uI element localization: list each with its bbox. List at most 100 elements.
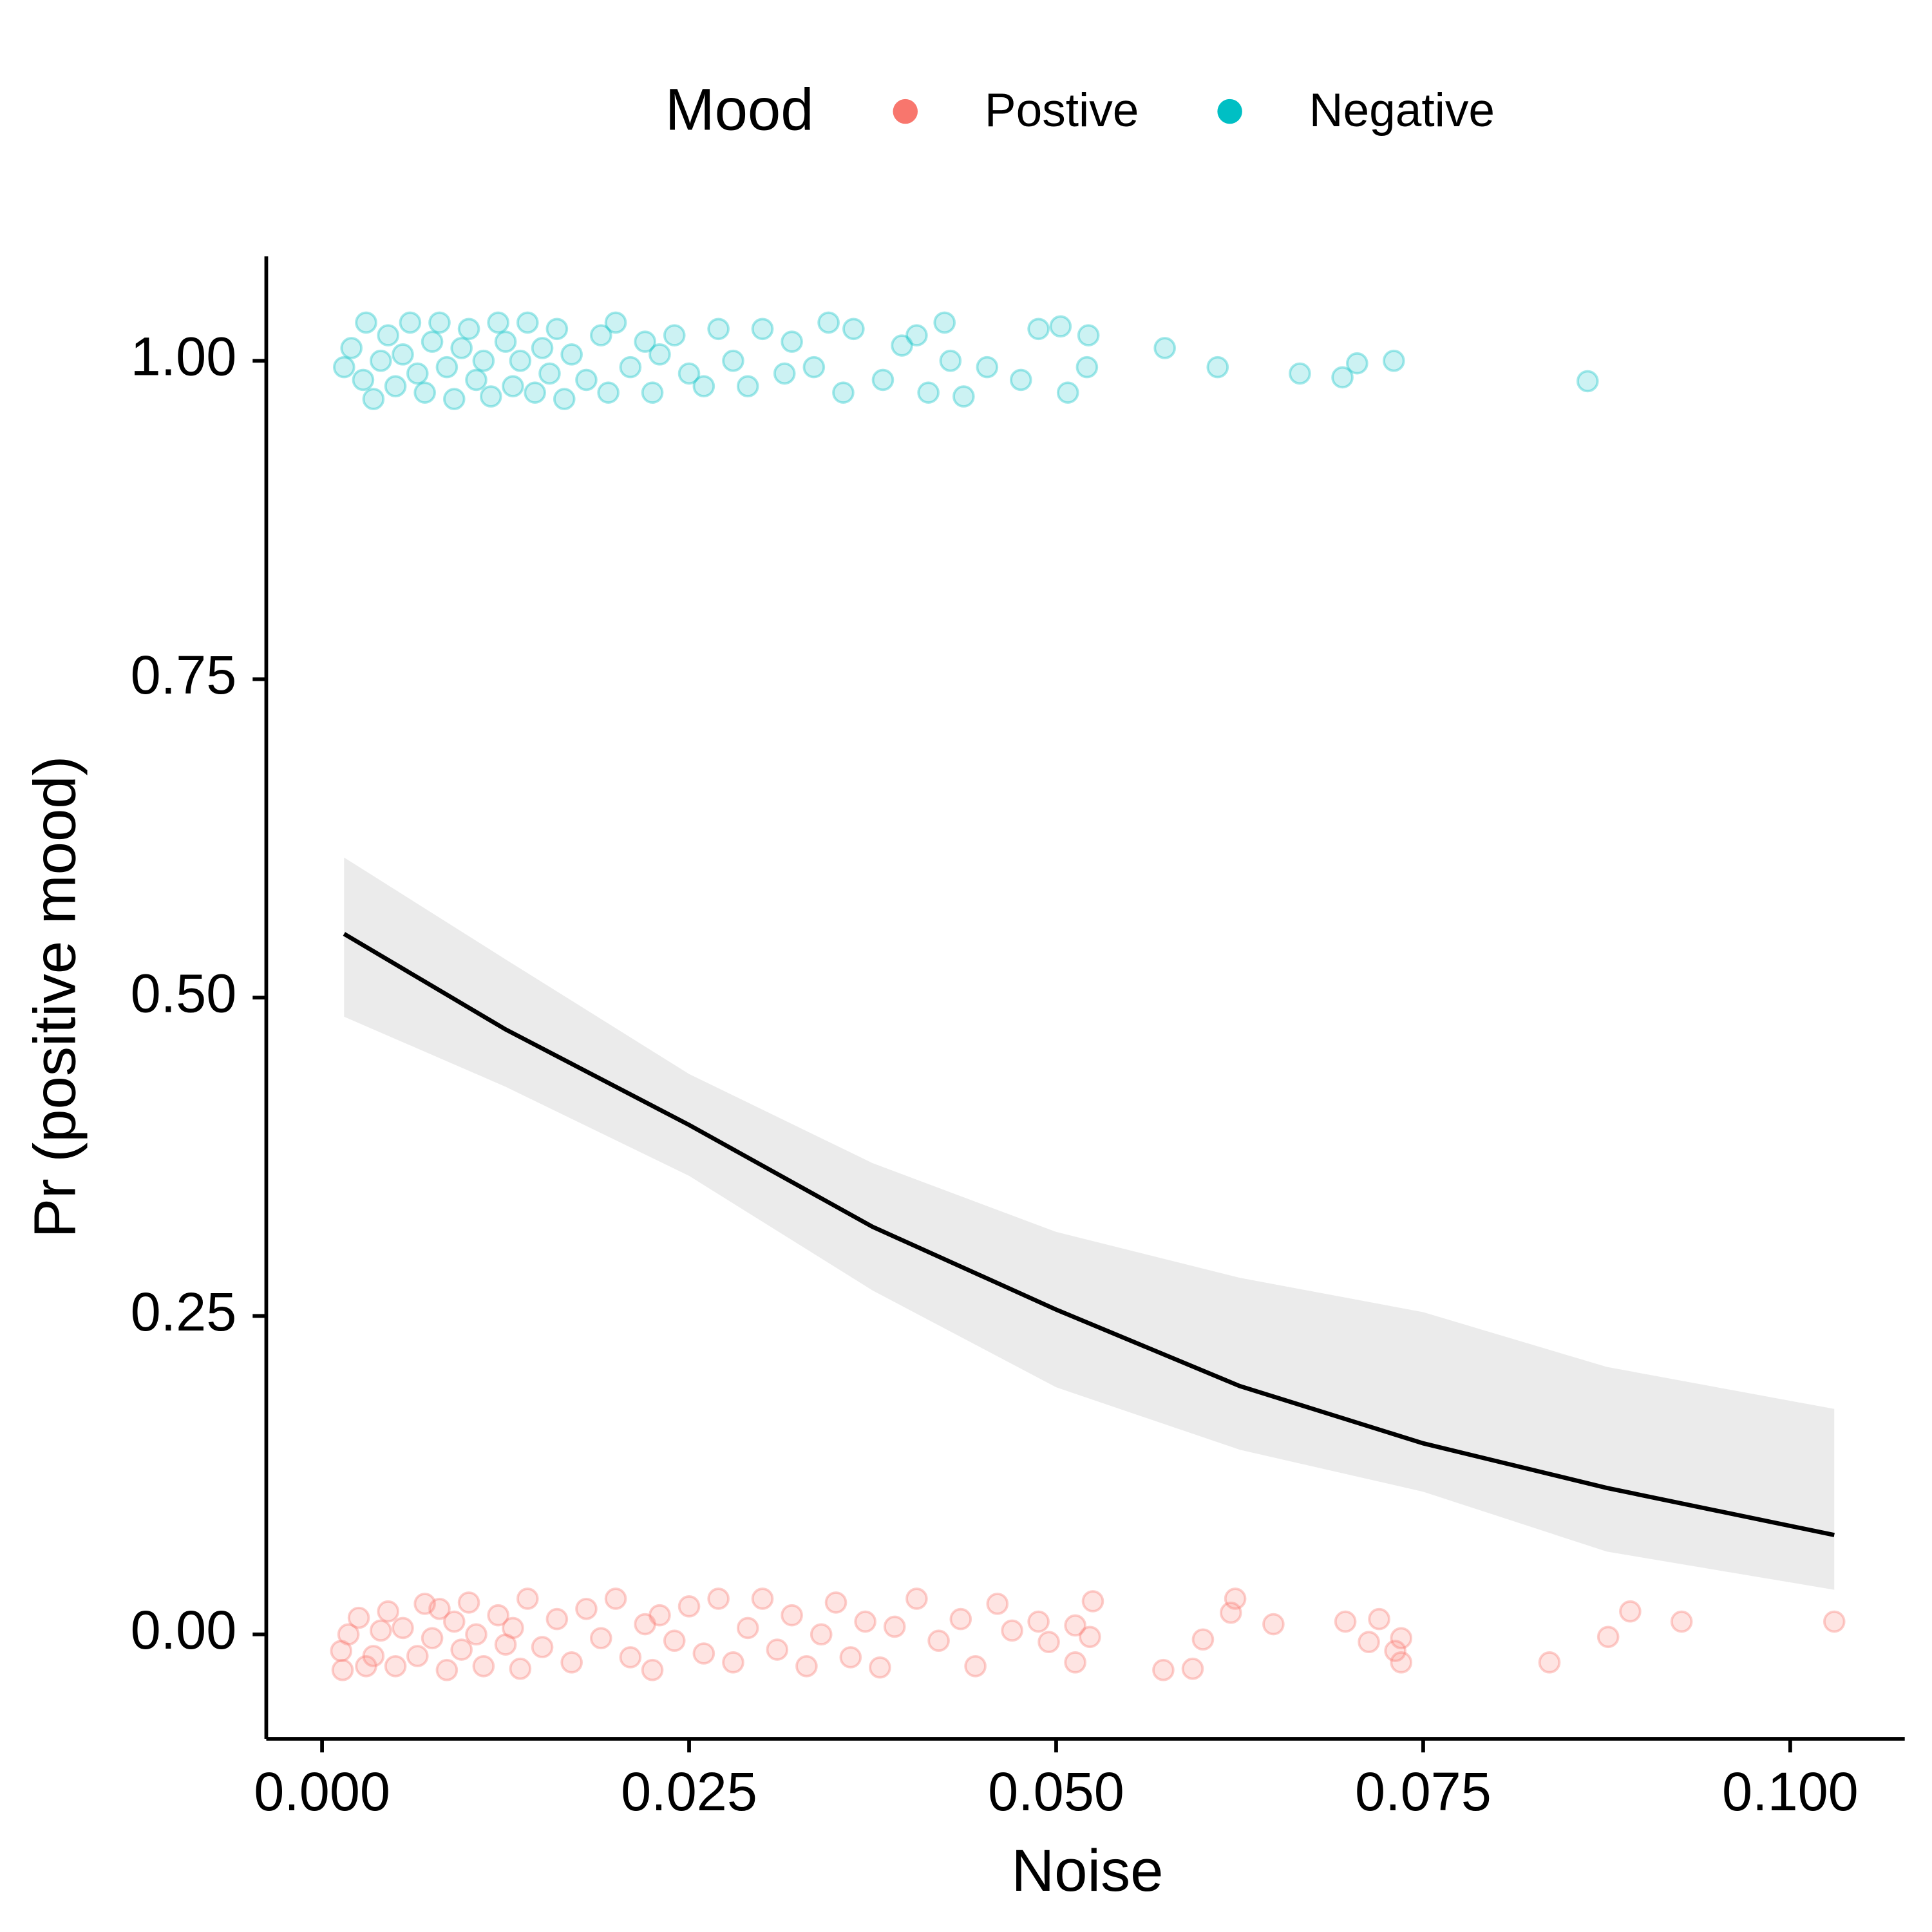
data-point bbox=[377, 324, 399, 346]
data-point bbox=[751, 1587, 774, 1610]
data-point bbox=[986, 1593, 1009, 1615]
data-point bbox=[332, 355, 355, 379]
data-point bbox=[707, 317, 730, 341]
data-point bbox=[1384, 1640, 1406, 1662]
data-point bbox=[1823, 1610, 1846, 1633]
data-point bbox=[1390, 1627, 1413, 1650]
data-point bbox=[1334, 1610, 1357, 1633]
data-point bbox=[1191, 1628, 1215, 1651]
data-point bbox=[1049, 315, 1072, 338]
data-point bbox=[677, 362, 701, 385]
data-point bbox=[641, 381, 664, 404]
data-point bbox=[487, 1604, 509, 1627]
y-tick-label: 0.50 bbox=[131, 962, 237, 1023]
y-tick-label: 1.00 bbox=[131, 326, 237, 387]
data-point bbox=[1219, 1601, 1242, 1624]
data-point bbox=[597, 381, 620, 404]
data-point bbox=[736, 375, 759, 398]
x-tick-label: 0.100 bbox=[1722, 1761, 1859, 1822]
data-point bbox=[384, 1654, 407, 1678]
x-axis-title: Noise bbox=[1011, 1837, 1163, 1904]
fit-line bbox=[343, 932, 1835, 1537]
legend-label: Negative bbox=[1309, 84, 1495, 137]
data-point bbox=[1596, 1625, 1620, 1649]
data-point bbox=[479, 385, 502, 408]
data-point bbox=[1056, 381, 1079, 404]
x-tick-label: 0.025 bbox=[621, 1761, 757, 1822]
data-point bbox=[1289, 362, 1311, 385]
data-point bbox=[871, 368, 895, 392]
data-point bbox=[1027, 1610, 1050, 1633]
data-point bbox=[362, 388, 385, 410]
data-point bbox=[355, 311, 377, 334]
data-point bbox=[494, 1633, 517, 1656]
data-point bbox=[1358, 1631, 1380, 1654]
data-point bbox=[1670, 1610, 1693, 1633]
data-point bbox=[634, 1613, 656, 1636]
data-point bbox=[1037, 1631, 1060, 1654]
data-point bbox=[976, 355, 999, 379]
data-point bbox=[736, 1616, 759, 1640]
data-point bbox=[781, 1604, 803, 1627]
data-point bbox=[649, 1604, 671, 1627]
data-point bbox=[413, 1593, 436, 1615]
confidence-band bbox=[344, 857, 1835, 1590]
data-point bbox=[810, 1623, 833, 1646]
data-point bbox=[952, 385, 975, 408]
data-point bbox=[442, 388, 466, 410]
data-point bbox=[842, 317, 865, 341]
data-point bbox=[1383, 349, 1405, 372]
data-point bbox=[933, 311, 956, 334]
data-point bbox=[421, 1627, 444, 1650]
data-point bbox=[634, 330, 656, 353]
data-point bbox=[352, 368, 375, 392]
data-point bbox=[1009, 368, 1032, 392]
data-point bbox=[1077, 324, 1100, 346]
data-point bbox=[538, 362, 561, 385]
data-point bbox=[450, 1638, 473, 1661]
y-tick-label: 0.00 bbox=[131, 1599, 237, 1660]
data-point bbox=[589, 324, 612, 346]
data-point bbox=[1576, 370, 1599, 393]
data-point bbox=[649, 343, 671, 366]
data-point bbox=[575, 368, 598, 392]
data-point bbox=[347, 1606, 370, 1629]
data-point bbox=[406, 362, 429, 385]
data-point bbox=[524, 381, 546, 404]
data-point bbox=[362, 1645, 385, 1667]
data-point bbox=[619, 355, 642, 379]
data-point bbox=[1064, 1651, 1086, 1674]
data-point bbox=[560, 343, 583, 366]
data-point bbox=[435, 1658, 459, 1681]
data-point bbox=[927, 1629, 950, 1653]
data-point bbox=[340, 337, 363, 359]
data-point bbox=[1390, 1651, 1413, 1674]
data-point bbox=[1619, 1600, 1642, 1623]
data-point bbox=[824, 1591, 848, 1614]
data-point bbox=[487, 311, 509, 334]
data-point bbox=[832, 381, 855, 404]
data-point bbox=[1079, 1625, 1101, 1649]
data-point bbox=[677, 1595, 701, 1618]
data-point bbox=[917, 381, 940, 404]
data-point bbox=[560, 1651, 583, 1674]
data-point bbox=[1001, 1619, 1023, 1642]
data-point bbox=[384, 375, 407, 398]
data-point bbox=[905, 1587, 928, 1610]
data-point bbox=[1081, 1590, 1104, 1613]
data-point bbox=[854, 1610, 876, 1633]
data-point bbox=[502, 375, 524, 398]
data-point bbox=[1152, 1658, 1175, 1681]
data-point bbox=[817, 311, 840, 334]
data-point bbox=[589, 1627, 612, 1650]
x-tick-label: 0.000 bbox=[254, 1761, 390, 1822]
data-point bbox=[450, 337, 473, 359]
data-point bbox=[1027, 317, 1050, 341]
data-point bbox=[641, 1658, 664, 1681]
data-point bbox=[692, 1642, 715, 1665]
data-point bbox=[457, 1591, 480, 1614]
data-point bbox=[1153, 337, 1176, 359]
data-point bbox=[331, 1658, 354, 1681]
data-point bbox=[413, 381, 436, 404]
